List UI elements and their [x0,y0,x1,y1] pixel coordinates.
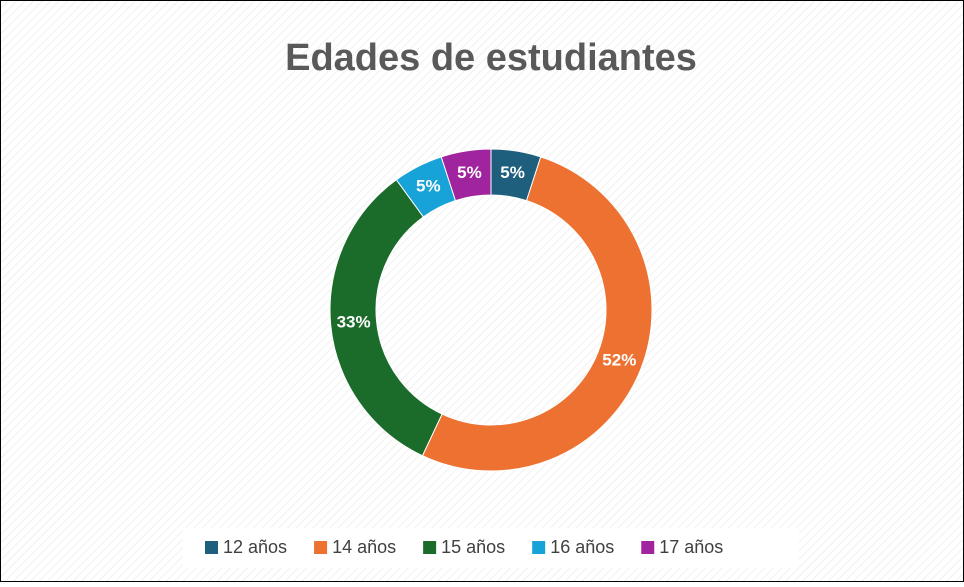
legend-swatch [532,541,546,554]
legend-label: 14 años [332,537,396,557]
legend-swatch [423,541,437,554]
legend-swatch [314,541,328,554]
legend-swatch [205,541,218,554]
chart-title: Edades de estudiantes [285,37,697,79]
data-label: 5% [500,163,525,182]
donut-slice [440,148,492,202]
data-label: 5% [457,163,482,182]
data-label: 5% [416,177,441,196]
legend-label: 16 años [550,537,614,557]
legend-label: 17 años [659,537,723,557]
donut-slice [421,156,653,472]
legend-box [183,528,799,568]
donut-slice [329,179,443,457]
legend-label: 12 años [223,537,287,557]
legend-label: 15 años [441,537,505,557]
legend-swatch [641,541,655,554]
data-label: 33% [337,312,371,331]
data-label: 52% [602,350,636,369]
